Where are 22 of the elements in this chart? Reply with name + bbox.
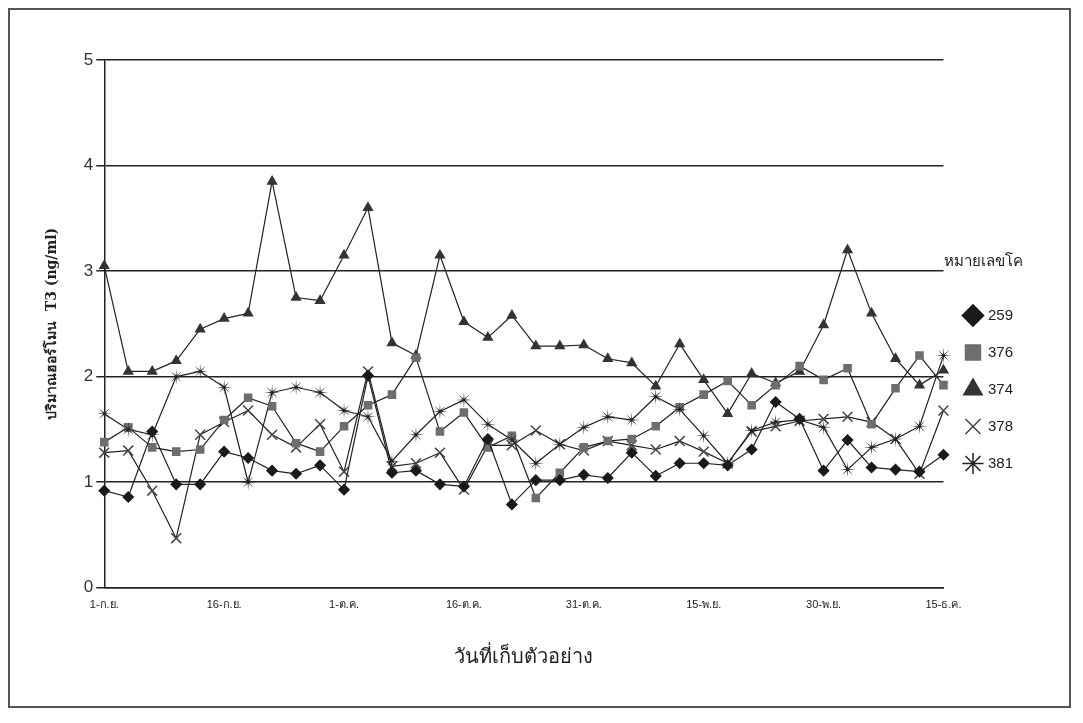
legend-title: หมายเลขโค	[943, 251, 1023, 269]
x-tick-label: 15-ธ.ค.	[925, 598, 962, 611]
x-tick-label: 1-ต.ค.	[329, 598, 359, 611]
legend-label: 378	[987, 416, 1013, 434]
y-axis-title: ปริมาณฮอร์โมน T3 (ng/ml)	[42, 227, 60, 421]
y-tick-label: 1	[83, 471, 94, 491]
x-tick-label: 15-พ.ย.	[686, 598, 722, 611]
y-tick-label: 3	[83, 260, 94, 280]
y-tick-label: 5	[83, 49, 94, 69]
x-axis-title: วันที่เก็บตัวอย่าง	[454, 641, 594, 667]
legend-label: 376	[987, 342, 1013, 360]
x-tick-label: 30-พ.ย.	[806, 598, 842, 611]
legend-label: 374	[987, 379, 1013, 397]
x-tick-label: 16-ต.ค.	[445, 598, 482, 611]
x-tick-label: 31-ต.ค.	[565, 598, 602, 611]
y-tick-label: 0	[83, 577, 94, 597]
y-tick-label: 4	[83, 155, 94, 175]
x-tick-label: 1-ก.ย.	[89, 598, 119, 611]
legend-label: 259	[987, 305, 1013, 323]
y-tick-label: 2	[83, 366, 94, 386]
legend-label: 381	[987, 453, 1013, 471]
x-tick-label: 16-ก.ย.	[206, 598, 242, 611]
